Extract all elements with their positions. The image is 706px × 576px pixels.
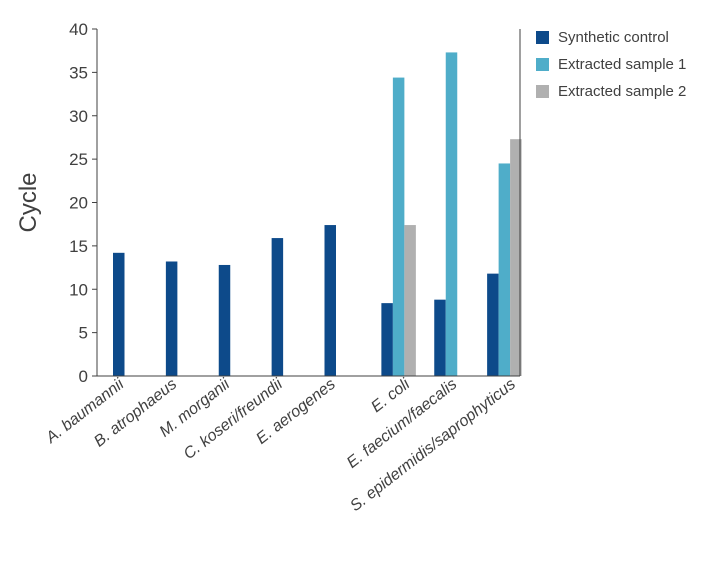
bar-extracted-sample-1-6 — [392, 77, 405, 376]
legend-swatch — [536, 58, 549, 71]
y-tick-label: 25 — [69, 150, 88, 169]
legend: Synthetic control Extracted sample 1 Extra… — [536, 24, 686, 105]
y-tick-label: 30 — [69, 107, 88, 126]
bar-synthetic-control-6 — [381, 303, 393, 376]
y-tick-label: 40 — [69, 20, 88, 39]
bar-synthetic-control-3 — [218, 264, 231, 376]
bar-extracted-sample-2-8 — [510, 139, 522, 376]
y-tick-label: 10 — [69, 280, 88, 299]
bar-synthetic-control-2 — [165, 261, 178, 376]
bar-synthetic-control-5 — [324, 225, 336, 376]
y-tick-label: 35 — [69, 63, 88, 82]
y-tick-label: 15 — [69, 237, 88, 256]
legend-label: Synthetic control — [558, 29, 669, 46]
legend-swatch — [536, 31, 549, 44]
bar-synthetic-control-8 — [487, 273, 499, 376]
x-tick-label: C. koseri/freundii — [181, 375, 286, 463]
bar-synthetic-control-1 — [113, 252, 125, 376]
legend-swatch — [536, 85, 549, 98]
y-axis-label: Cycle — [15, 172, 42, 232]
legend-item: Synthetic control — [536, 24, 686, 51]
y-tick-label: 5 — [79, 324, 88, 343]
bar-synthetic-control-4 — [271, 238, 284, 376]
legend-item: Extracted sample 1 — [536, 51, 686, 78]
legend-label: Extracted sample 1 — [558, 56, 687, 73]
y-tick-label: 0 — [79, 367, 88, 386]
y-tick-label: 20 — [69, 194, 88, 213]
bar-extracted-sample-1-7 — [445, 52, 458, 377]
bar-extracted-sample-1-8 — [498, 163, 511, 376]
bar-synthetic-control-7 — [434, 299, 446, 376]
legend-label: Extracted sample 2 — [558, 83, 687, 100]
bar-extracted-sample-2-6 — [404, 225, 416, 376]
legend-item: Extracted sample 2 — [536, 78, 686, 105]
